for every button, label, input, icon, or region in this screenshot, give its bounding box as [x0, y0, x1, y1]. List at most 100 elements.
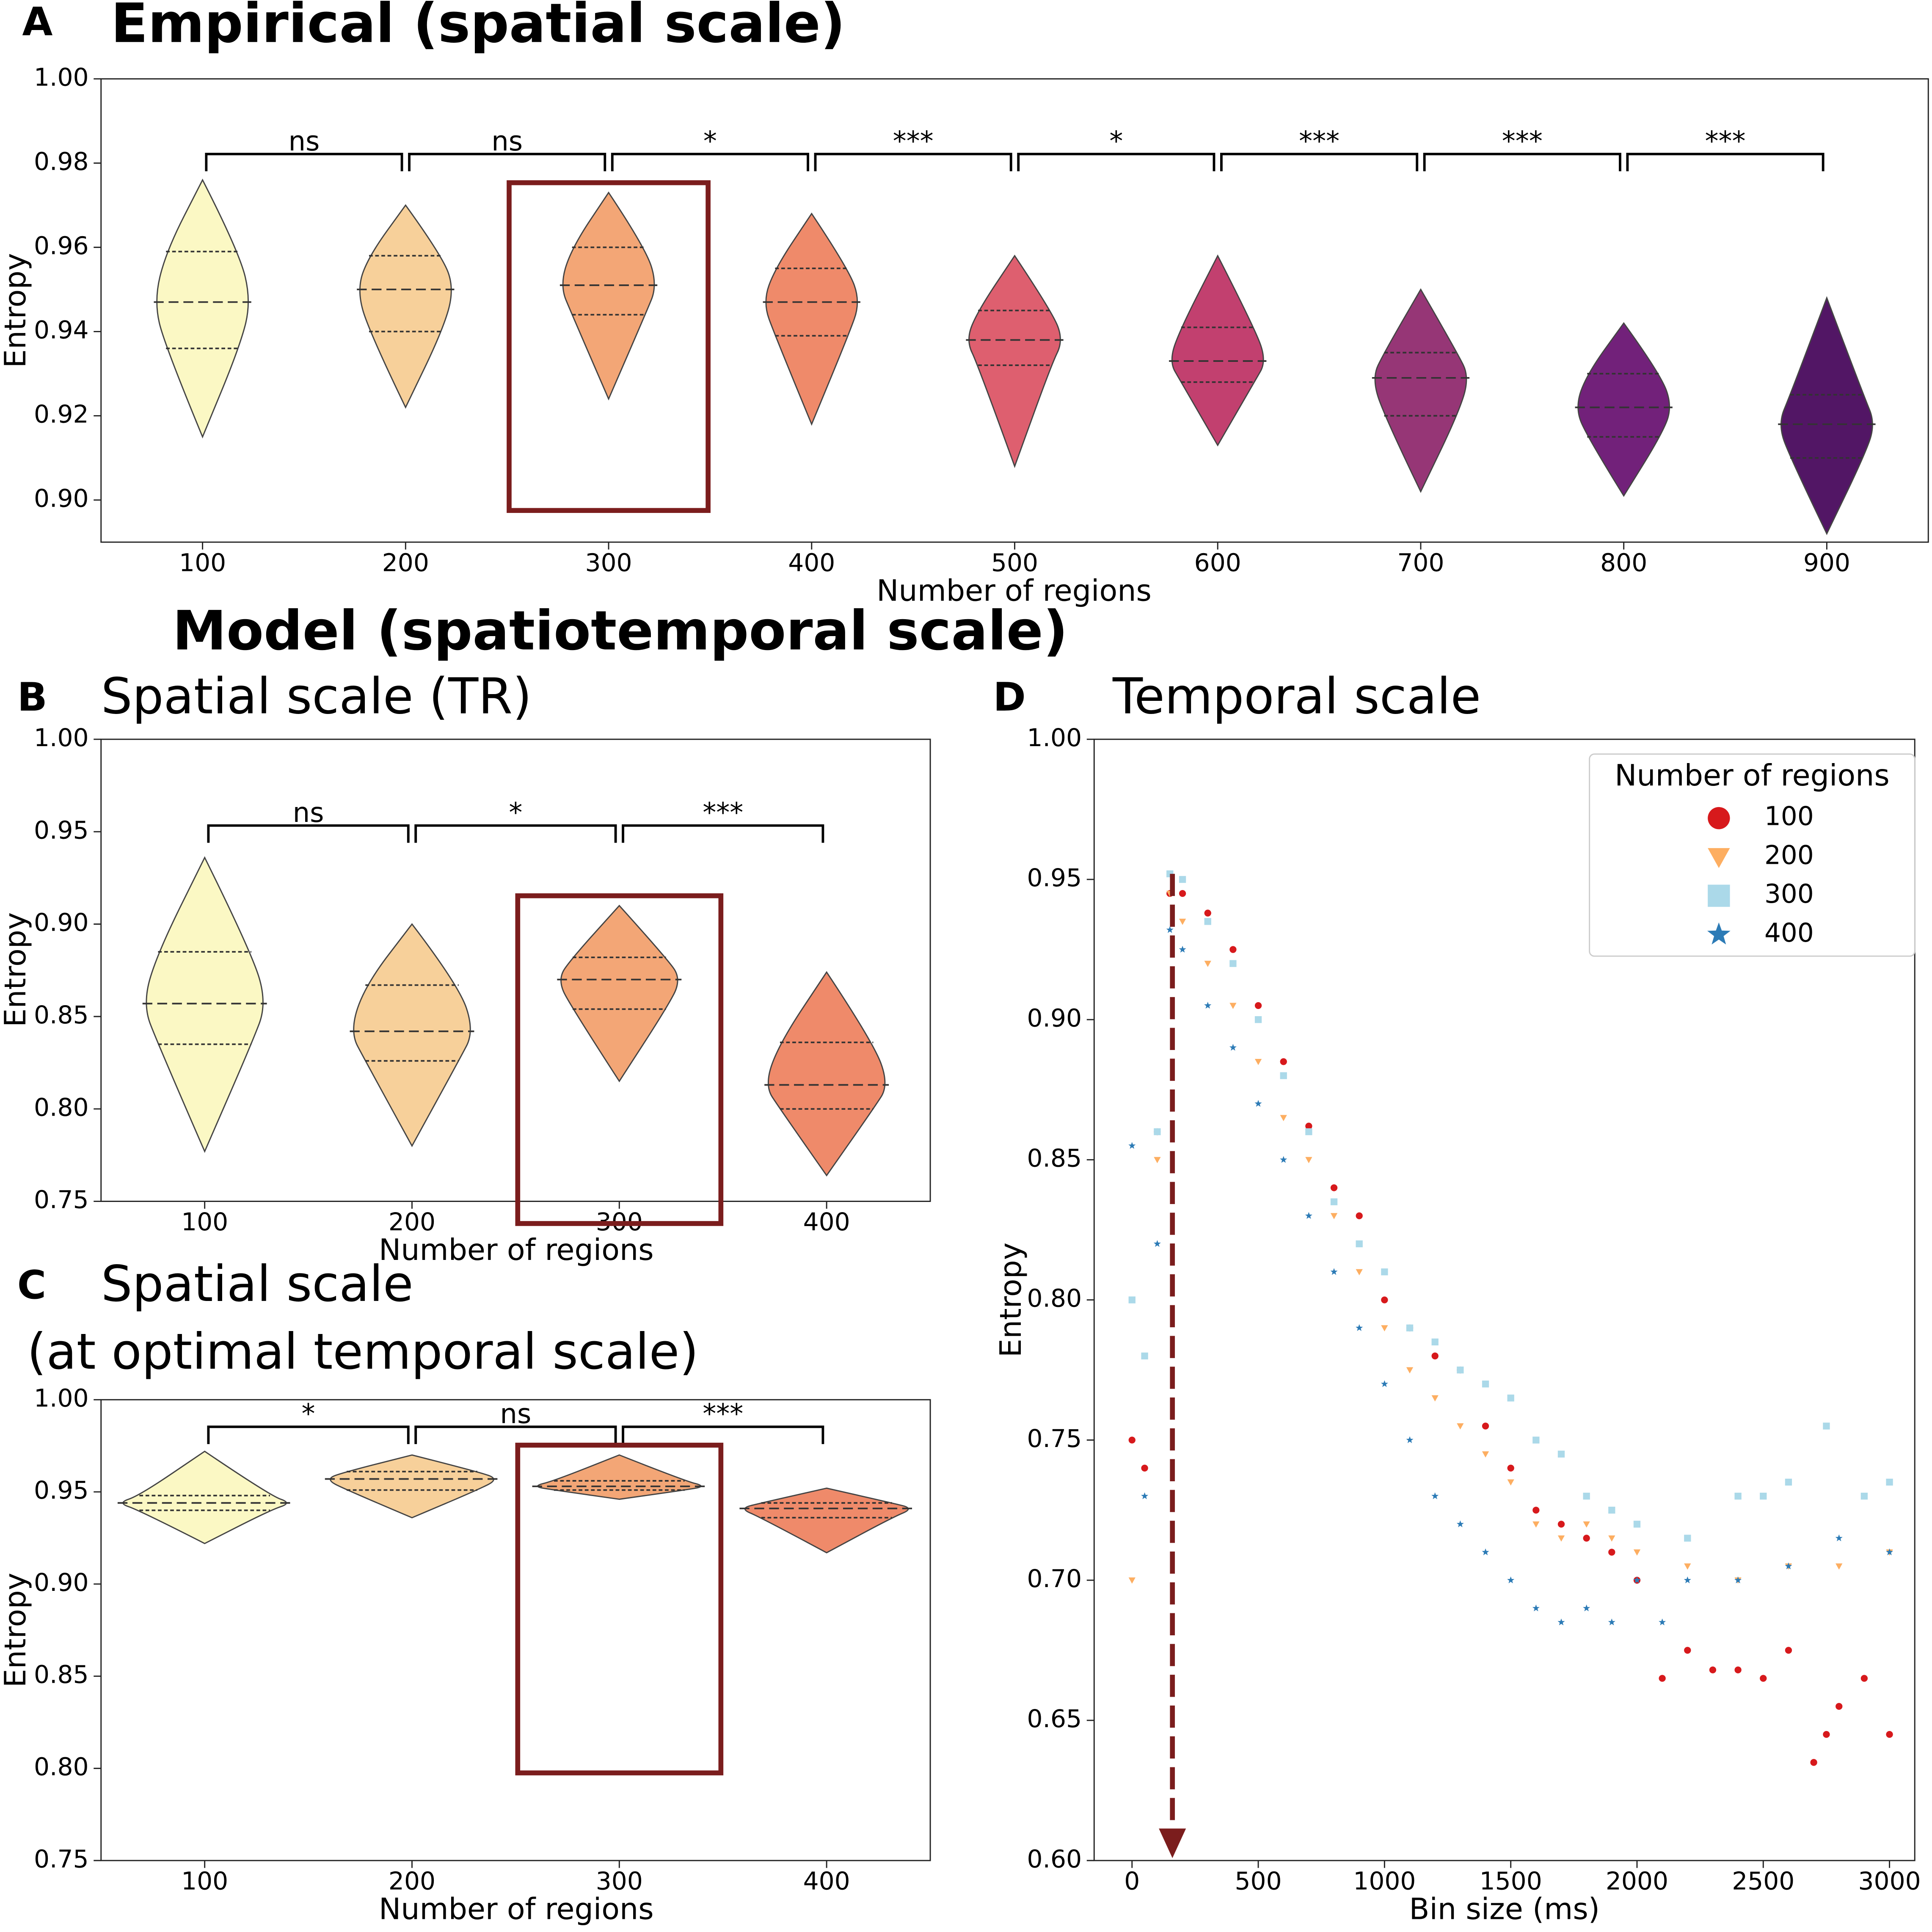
- y-tick-label: 0.85: [34, 1660, 89, 1689]
- x-tick-label: 100: [179, 548, 226, 577]
- x-tick-label: 900: [1803, 548, 1850, 577]
- x-tick-label: 400: [803, 1207, 850, 1236]
- point: [1708, 807, 1730, 830]
- y-axis-label: Entropy: [994, 1243, 1028, 1357]
- point: [1305, 1128, 1312, 1135]
- point: [1532, 1521, 1540, 1528]
- y-tick-label: 1.00: [1027, 723, 1082, 752]
- point: [1482, 1548, 1489, 1555]
- point: [1128, 1577, 1135, 1584]
- legend-label: 100: [1764, 802, 1814, 832]
- significance-label: ***: [1705, 126, 1746, 157]
- point: [1810, 1759, 1817, 1766]
- point: [1254, 1016, 1262, 1023]
- significance-label: ***: [1299, 126, 1339, 157]
- point: [1330, 1184, 1338, 1191]
- point: [1204, 1002, 1212, 1009]
- y-tick-label: 0.96: [34, 231, 89, 260]
- significance-label: ns: [491, 126, 523, 157]
- panel-title: Temporal scale: [1112, 668, 1481, 725]
- point: [1860, 1492, 1868, 1500]
- point: [1128, 1142, 1136, 1149]
- point: [1633, 1576, 1641, 1584]
- point: [1583, 1604, 1590, 1612]
- point: [1141, 1464, 1148, 1472]
- y-tick-label: 0.75: [34, 1844, 89, 1873]
- point: [1734, 1576, 1742, 1584]
- y-tick-label: 0.80: [34, 1093, 89, 1122]
- point: [1608, 1507, 1615, 1514]
- point: [1141, 1492, 1149, 1499]
- violin-body: [353, 923, 471, 1147]
- point: [1356, 1324, 1363, 1331]
- violin-body: [330, 1454, 494, 1519]
- x-tick-label: 800: [1600, 548, 1647, 577]
- point: [1457, 1423, 1464, 1430]
- y-tick-label: 0.75: [34, 1185, 89, 1214]
- violin-body: [562, 191, 655, 401]
- point: [1431, 1395, 1439, 1402]
- y-tick-label: 0.80: [34, 1752, 89, 1781]
- x-tick-label: 200: [389, 1207, 435, 1236]
- point: [1886, 1548, 1893, 1555]
- x-tick-label: 0: [1124, 1867, 1140, 1896]
- violin-body: [560, 904, 678, 1083]
- y-tick-label: 0.90: [34, 484, 89, 513]
- point: [1532, 1436, 1540, 1444]
- super-title: Model (spatiotemporal scale): [173, 599, 1068, 662]
- significance-label: ***: [703, 797, 743, 829]
- highlight-box: [515, 1442, 724, 1775]
- panel-label: C: [17, 1262, 46, 1308]
- point: [1557, 1450, 1565, 1458]
- point: [1254, 1100, 1262, 1107]
- highlight-box: [507, 180, 711, 513]
- point: [1532, 1604, 1540, 1612]
- point: [1204, 961, 1211, 967]
- point: [1431, 1492, 1439, 1499]
- significance-label: ns: [293, 797, 324, 829]
- violin-body: [744, 1487, 909, 1554]
- point: [1707, 922, 1731, 945]
- y-tick-label: 1.00: [34, 723, 89, 752]
- significance-bracket: [408, 153, 606, 171]
- point: [1659, 1675, 1666, 1682]
- panel-label: A: [22, 0, 52, 45]
- point: [1608, 1535, 1615, 1542]
- point: [1166, 926, 1174, 933]
- x-axis-label: Number of regions: [876, 573, 1152, 608]
- panel-label: B: [17, 674, 47, 720]
- point: [1684, 1647, 1691, 1654]
- point: [1381, 1296, 1388, 1304]
- point: [1709, 1666, 1717, 1673]
- violin-body: [156, 178, 249, 439]
- point: [1229, 1003, 1237, 1009]
- x-tick-label: 700: [1397, 548, 1444, 577]
- x-tick-label: 2500: [1732, 1867, 1794, 1896]
- y-tick-label: 0.80: [1027, 1284, 1082, 1313]
- x-tick-label: 200: [382, 548, 429, 577]
- point: [1141, 1352, 1148, 1360]
- significance-bracket: [1220, 153, 1419, 171]
- point: [1734, 1492, 1742, 1500]
- x-axis-label: Number of regions: [379, 1892, 654, 1926]
- violin-body: [1780, 296, 1873, 535]
- legend-label: 300: [1764, 879, 1814, 909]
- significance-bracket: [1626, 153, 1825, 171]
- violin-body: [767, 971, 886, 1177]
- point: [1229, 946, 1237, 953]
- y-tick-label: 0.95: [34, 816, 89, 844]
- point: [1280, 1156, 1287, 1163]
- point: [1836, 1563, 1843, 1570]
- significance-label: ns: [500, 1399, 531, 1430]
- significance-bracket: [1017, 153, 1215, 171]
- y-tick-label: 0.98: [34, 147, 89, 176]
- point: [1557, 1618, 1565, 1626]
- x-tick-label: 100: [181, 1207, 228, 1236]
- violin-body: [1171, 254, 1264, 447]
- point: [1431, 1338, 1439, 1345]
- violin-body: [146, 856, 264, 1153]
- point: [1583, 1492, 1590, 1500]
- x-tick-label: 400: [803, 1867, 850, 1896]
